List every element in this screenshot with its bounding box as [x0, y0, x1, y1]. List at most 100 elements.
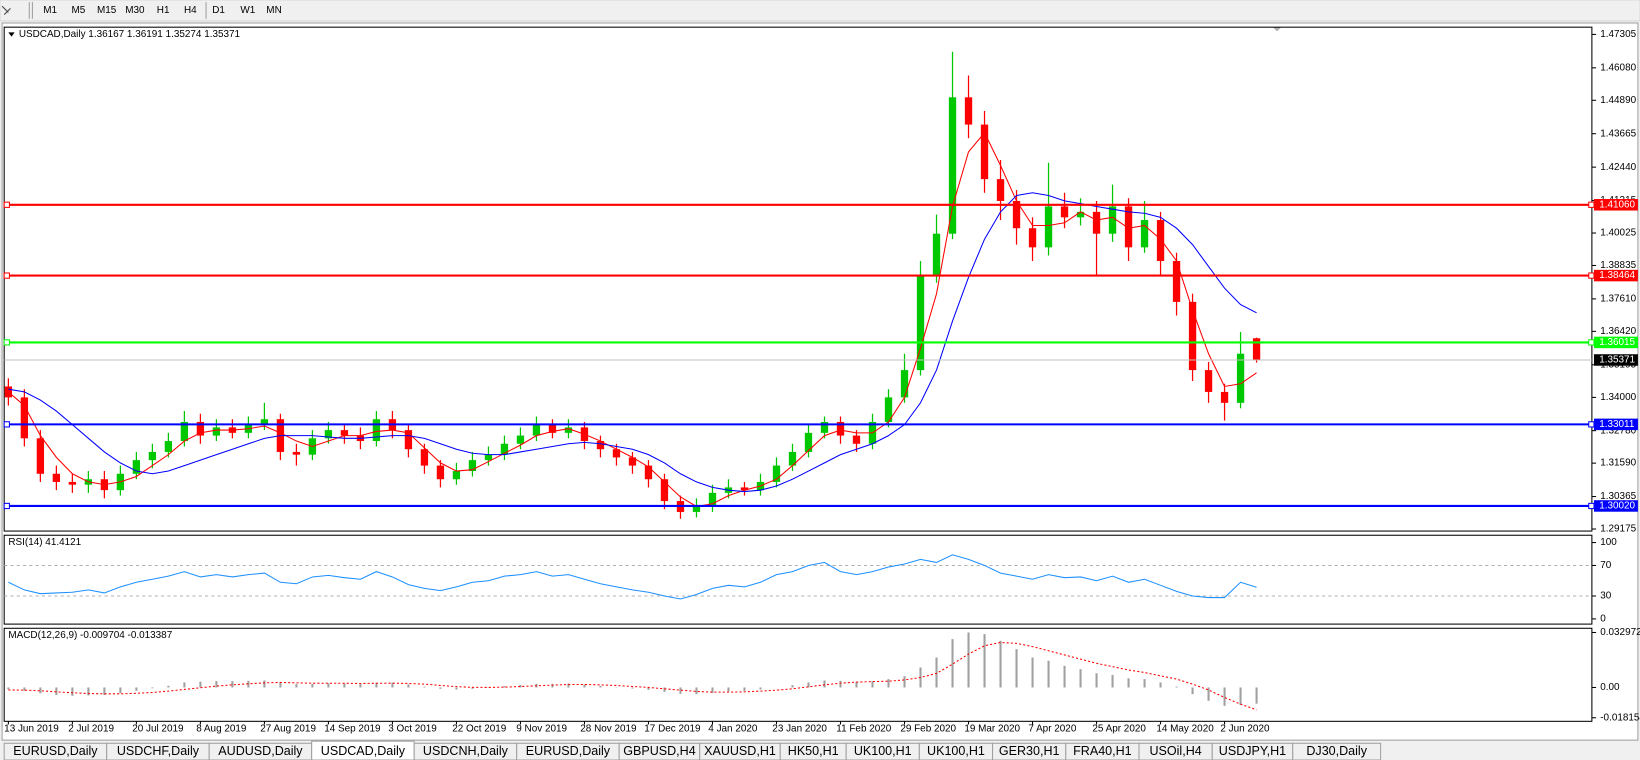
x-tick-label: 9 Nov 2019: [516, 723, 567, 734]
panel-title: USDCAD,Daily 1.36167 1.36191 1.35274 1.3…: [19, 29, 241, 40]
candle-body: [1140, 220, 1149, 248]
symbol-tab[interactable]: USDCHF,Daily: [106, 742, 210, 760]
panel-title: RSI(14) 41.4121: [8, 537, 81, 548]
candle-body: [212, 427, 221, 436]
level-anchor: [1588, 339, 1595, 346]
symbol-tab[interactable]: EURUSD,Daily: [516, 742, 620, 760]
candle-body: [20, 397, 29, 439]
candle-body: [1188, 301, 1197, 371]
timeframe-button[interactable]: D1: [212, 5, 225, 16]
timeframe-button[interactable]: M30: [125, 5, 145, 16]
chart-window: [1, 22, 1639, 741]
symbol-tab[interactable]: GER30,H1: [992, 742, 1067, 760]
timeframe-button[interactable]: MN: [266, 5, 281, 16]
candle-body: [372, 419, 381, 442]
x-tick-label: 23 Jan 2020: [772, 723, 827, 734]
candle-body: [980, 124, 989, 180]
tab-label: USDCNH,Daily: [423, 744, 509, 758]
symbol-tab[interactable]: XAUUSD,H1: [699, 742, 781, 760]
y-tick-label: 0.00: [1600, 682, 1620, 693]
symbol-tab[interactable]: UK100,H1: [845, 742, 920, 760]
tab-label: AUDUSD,Daily: [218, 744, 303, 758]
candle-body: [340, 430, 349, 436]
candle-body: [644, 465, 653, 480]
x-tick-label: 14 Sep 2019: [324, 723, 381, 734]
candle-body: [660, 479, 669, 502]
candle-body: [532, 424, 541, 436]
symbol-tab[interactable]: AUDUSD,Daily: [208, 742, 313, 760]
x-tick-label: 20 Jul 2019: [132, 723, 184, 734]
candle-body: [932, 233, 941, 275]
level-anchor: [3, 201, 10, 208]
chart-menu-icon[interactable]: [8, 32, 15, 37]
candle-body: [1156, 220, 1165, 261]
symbol-tab[interactable]: USDCAD,Daily: [311, 740, 415, 760]
candle-body: [148, 451, 157, 461]
candle-body: [420, 449, 429, 466]
symbol-tab[interactable]: USDJPY,H1: [1211, 742, 1294, 760]
toolbar-icon[interactable]: [1, 5, 11, 16]
symbol-tab[interactable]: DJ30,Daily: [1292, 742, 1382, 760]
symbol-tab[interactable]: GBPUSD,H4: [618, 742, 701, 760]
y-tick-label: 1.42440: [1600, 162, 1636, 173]
x-tick-label: 2 Jun 2020: [1220, 723, 1270, 734]
candle-body: [292, 451, 301, 455]
y-tick-label: -0.018154: [1600, 712, 1640, 723]
candle-body: [516, 435, 525, 444]
candle-body: [596, 441, 605, 450]
symbol-tab[interactable]: HK50,H1: [779, 742, 847, 760]
level-tag: [1593, 269, 1638, 282]
candle-body: [1092, 211, 1101, 234]
candle-body: [884, 397, 893, 422]
timeframe-button[interactable]: M5: [72, 5, 86, 16]
timeframe-button[interactable]: H4: [184, 5, 197, 16]
candle-body: [740, 487, 749, 491]
timeframe-button[interactable]: M1: [43, 5, 57, 16]
level-tag: [1593, 418, 1638, 431]
candle-body: [452, 471, 461, 480]
candle-body: [52, 473, 61, 482]
candle-body: [964, 97, 973, 125]
x-tick-label: 7 Apr 2020: [1028, 723, 1076, 734]
candle-body: [180, 421, 189, 442]
symbol-tab[interactable]: FRA40,H1: [1065, 742, 1140, 760]
candle-body: [1108, 206, 1117, 234]
tab-label: USDJPY,H1: [1219, 744, 1286, 758]
panel-frame: [3, 26, 1593, 532]
y-tick-label: 1.37610: [1600, 294, 1636, 305]
level-tag: [1593, 500, 1638, 512]
x-tick-label: 22 Oct 2019: [452, 723, 507, 734]
tab-label: EURUSD,Daily: [526, 744, 611, 758]
level-tag: [1593, 336, 1638, 349]
candle-body: [548, 424, 557, 433]
tab-label: UK100,H1: [927, 744, 985, 758]
x-tick-label: 28 Nov 2019: [580, 723, 637, 734]
candle-body: [900, 370, 909, 398]
level-label: 1.36015: [1599, 337, 1635, 348]
candle-body: [324, 430, 333, 439]
candle-body: [1076, 211, 1085, 218]
x-tick-label: 3 Oct 2019: [388, 723, 437, 734]
symbol-tab[interactable]: USOil,H4: [1138, 742, 1213, 760]
timeframe-button[interactable]: H1: [157, 5, 170, 16]
candle-body: [772, 465, 781, 482]
symbol-tab[interactable]: USDCNH,Daily: [413, 742, 518, 760]
candle-body: [132, 460, 141, 474]
timeframe-button[interactable]: M15: [97, 5, 117, 16]
y-tick-label: 1.34000: [1600, 392, 1636, 403]
timeframe-button[interactable]: W1: [240, 5, 255, 16]
candle-body: [1204, 370, 1213, 392]
y-tick-label: 1.43665: [1600, 128, 1636, 139]
y-tick-label: 70: [1600, 560, 1612, 571]
last-price-tag: [1593, 354, 1638, 366]
y-tick-label: 1.47305: [1600, 29, 1636, 40]
candle-body: [68, 481, 77, 485]
symbol-tab[interactable]: EURUSD,Daily: [3, 742, 108, 760]
candle-body: [916, 274, 925, 371]
candle-body: [820, 421, 829, 433]
symbol-tab[interactable]: UK100,H1: [918, 742, 994, 760]
tab-label: GER30,H1: [999, 744, 1060, 758]
candle-body: [612, 449, 621, 458]
candle-body: [484, 454, 493, 461]
